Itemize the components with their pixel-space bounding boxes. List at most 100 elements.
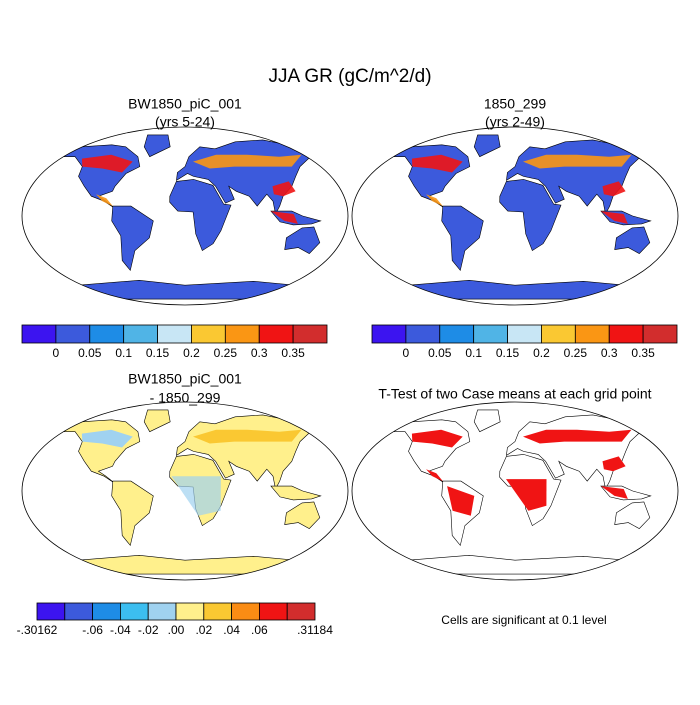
note: Cells are significant at 0.1 level xyxy=(441,613,606,627)
significant-region xyxy=(602,456,626,472)
significant-region xyxy=(600,486,628,499)
colorbar-label: 0 xyxy=(403,346,410,360)
hot-region xyxy=(270,211,298,224)
hot-region xyxy=(411,154,463,173)
map-border xyxy=(351,126,679,306)
colorbar-box xyxy=(642,324,678,344)
hot-region xyxy=(272,181,296,197)
continent xyxy=(111,480,154,547)
colorbar-label: 0.2 xyxy=(183,346,200,360)
colorbar-label: .31184 xyxy=(297,623,333,637)
colorbar-box xyxy=(541,324,576,344)
colorbar-label: -.02 xyxy=(138,623,159,637)
colorbar-box xyxy=(574,324,610,344)
continent xyxy=(111,205,154,272)
colorbar-label: 0.2 xyxy=(533,346,550,360)
colorbar-box xyxy=(123,324,158,344)
colorbar-box xyxy=(371,324,407,344)
map-content xyxy=(382,409,656,575)
hot-region xyxy=(523,154,632,169)
colorbar-box xyxy=(147,602,177,621)
colorbar-label: 0.1 xyxy=(465,346,482,360)
continent xyxy=(169,179,232,252)
colorbar-label: 0.3 xyxy=(601,346,618,360)
significant-region xyxy=(411,429,463,448)
colorbar-box xyxy=(175,602,205,621)
colorbar-label: .00 xyxy=(168,623,185,637)
continent xyxy=(473,409,501,433)
colorbar-box xyxy=(224,324,260,344)
map-content xyxy=(52,134,326,300)
significant-region xyxy=(523,429,632,444)
hot-region xyxy=(426,194,443,207)
colorbar-label: .02 xyxy=(195,623,212,637)
colorbar-label: 0.3 xyxy=(251,346,268,360)
colorbar-box xyxy=(258,602,288,621)
colorbar-label: -.06 xyxy=(82,623,103,637)
panel-title: BW1850_piC_001 xyxy=(128,96,242,112)
continent xyxy=(614,501,651,529)
continent xyxy=(143,134,171,158)
colorbar-box xyxy=(203,602,233,621)
colorbar-label: 0.1 xyxy=(115,346,132,360)
colorbar-box xyxy=(157,324,192,344)
colorbar-label: 0.05 xyxy=(428,346,452,360)
colorbar-label: 0.25 xyxy=(214,346,238,360)
colorbar-box xyxy=(405,324,441,344)
hot-region xyxy=(600,211,628,224)
colorbar-label: 0.05 xyxy=(78,346,102,360)
continent xyxy=(270,485,322,501)
significant-region xyxy=(447,486,475,516)
colorbar-label: 0.15 xyxy=(496,346,520,360)
hot-region xyxy=(96,194,113,207)
colorbar-label: 0.15 xyxy=(146,346,170,360)
panel-title: (yrs 2-49) xyxy=(485,114,545,130)
colorbar-box xyxy=(89,324,125,344)
significant-region xyxy=(506,479,547,511)
colorbar-box xyxy=(292,324,328,344)
panel-title: 1850_299 xyxy=(484,96,547,112)
colorbar-label: 0.25 xyxy=(564,346,588,360)
colorbar-label: .04 xyxy=(223,623,240,637)
significant-region xyxy=(426,469,443,482)
colorbar-label: -.04 xyxy=(110,623,131,637)
map-panel xyxy=(351,126,679,306)
hot-region xyxy=(602,181,626,197)
colorbar-box xyxy=(92,602,121,621)
colorbar-box xyxy=(286,602,316,621)
continent xyxy=(473,134,501,158)
colorbar-box xyxy=(439,324,475,344)
diff-region xyxy=(193,429,302,444)
colorbar-label: .06 xyxy=(251,623,268,637)
diff-region xyxy=(81,429,133,448)
colorbar-box xyxy=(608,324,644,344)
diff-region xyxy=(171,476,221,516)
colorbar-box xyxy=(507,324,542,344)
colorbar-box xyxy=(64,602,94,621)
colorbar-box xyxy=(36,602,66,621)
map-border xyxy=(21,126,349,306)
panel-title: - 1850_299 xyxy=(150,390,221,406)
continent xyxy=(143,409,171,433)
colorbar-label: 0.35 xyxy=(631,346,655,360)
figure-title: JJA GR (gC/m^2/d) xyxy=(268,66,431,87)
colorbar-box xyxy=(191,324,226,344)
panel-title: T-Test of two Case means at each grid po… xyxy=(378,386,651,402)
panel-title: (yrs 5-24) xyxy=(155,114,215,130)
map-panel xyxy=(21,126,349,306)
panel-title: BW1850_piC_001 xyxy=(128,371,242,387)
colorbar-label: 0 xyxy=(53,346,60,360)
map-border xyxy=(21,401,349,581)
map-content xyxy=(52,409,326,575)
colorbar-box xyxy=(231,602,260,621)
hot-region xyxy=(193,154,302,169)
continent xyxy=(284,501,321,529)
continent xyxy=(441,205,484,272)
colorbar-box xyxy=(473,324,508,344)
colorbar-box xyxy=(21,324,57,344)
map-panel xyxy=(21,401,349,581)
colorbar-box xyxy=(55,324,91,344)
map-content xyxy=(382,134,656,300)
